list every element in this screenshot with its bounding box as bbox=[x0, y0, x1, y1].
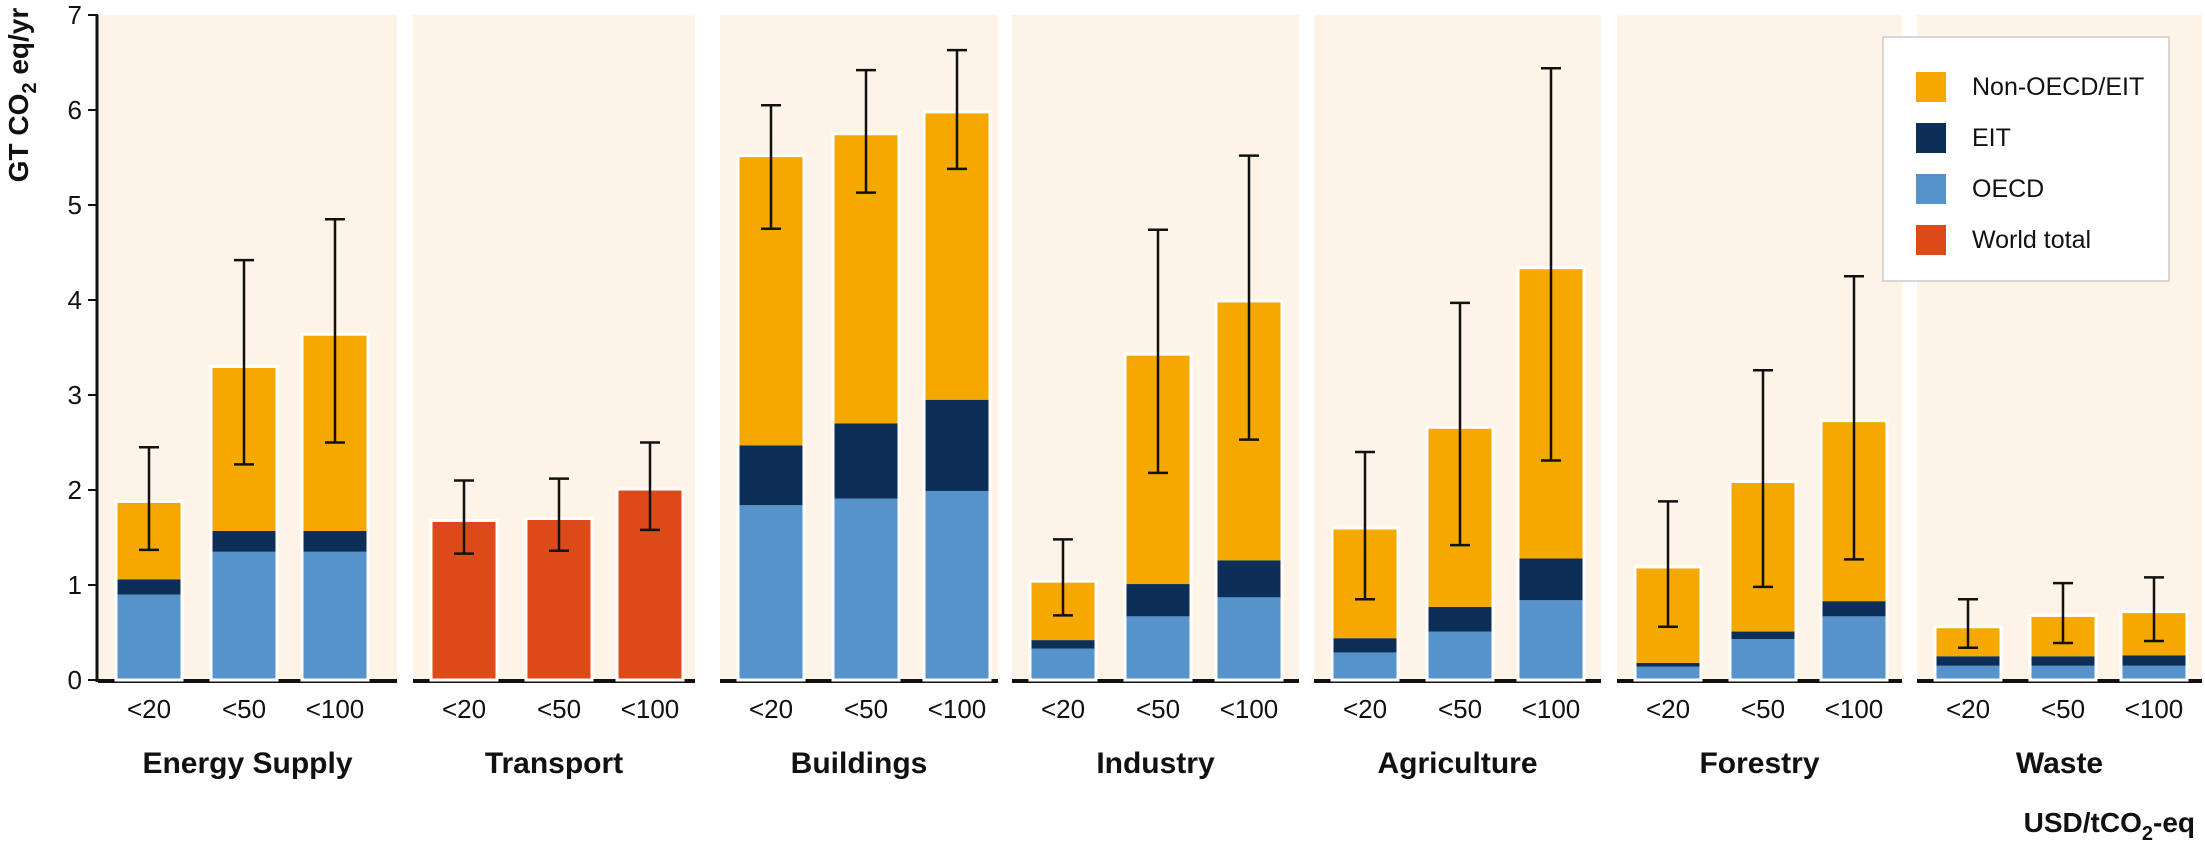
bar-segment-eit bbox=[1635, 662, 1701, 667]
legend-swatch-world bbox=[1916, 225, 1946, 255]
bar-segment-eit bbox=[2121, 655, 2187, 666]
x-tick-label: <50 bbox=[2041, 694, 2085, 724]
x-tick-label: <50 bbox=[537, 694, 581, 724]
x-tick-label: <100 bbox=[306, 694, 365, 724]
legend-swatch-eit bbox=[1916, 123, 1946, 153]
sector-label-energy-supply: Energy Supply bbox=[142, 747, 352, 780]
sector-label-forestry: Forestry bbox=[1699, 747, 1819, 780]
x-tick-label: <50 bbox=[844, 694, 888, 724]
sector-label-agriculture: Agriculture bbox=[1377, 747, 1537, 780]
legend-label-eit: EIT bbox=[1972, 124, 2011, 152]
x-tick-label: <100 bbox=[928, 694, 987, 724]
y-tick-label: 6 bbox=[68, 95, 82, 125]
bar-segment-oecd bbox=[116, 594, 182, 680]
y-tick-label: 0 bbox=[68, 665, 82, 695]
sector-label-waste: Waste bbox=[2016, 747, 2103, 780]
x-tick-label: <20 bbox=[127, 694, 171, 724]
bar-segment-eit bbox=[1730, 631, 1796, 640]
bar-segment-eit bbox=[1935, 656, 2001, 666]
bar-segment-oecd bbox=[924, 490, 990, 680]
y-tick-label: 1 bbox=[68, 570, 82, 600]
bar-segment-oecd bbox=[1125, 616, 1191, 680]
bar-segment-oecd bbox=[1518, 600, 1584, 680]
x-tick-label: <20 bbox=[1646, 694, 1690, 724]
y-tick-label: 7 bbox=[68, 0, 82, 30]
x-tick-label: <20 bbox=[442, 694, 486, 724]
x-tick-label: <100 bbox=[1522, 694, 1581, 724]
bar-segment-oecd bbox=[1730, 639, 1796, 680]
legend-swatch-oecd bbox=[1916, 174, 1946, 204]
legend-label-world: World total bbox=[1972, 226, 2091, 254]
y-tick-label: 4 bbox=[68, 285, 82, 315]
y-tick-label: 3 bbox=[68, 380, 82, 410]
bar-segment-oecd bbox=[1427, 631, 1493, 680]
bar-segment-oecd bbox=[1030, 648, 1096, 680]
bar-segment-eit bbox=[116, 579, 182, 595]
bar-segment-eit bbox=[924, 399, 990, 491]
bar-segment-eit bbox=[1216, 560, 1282, 598]
bar-segment-eit bbox=[1125, 584, 1191, 617]
bar-segment-eit bbox=[302, 530, 368, 552]
bar-segment-oecd bbox=[211, 551, 277, 680]
bar-segment-oecd bbox=[1216, 597, 1282, 680]
y-tick-label: 5 bbox=[68, 190, 82, 220]
x-axis-title: USD/tCO2-eq bbox=[2024, 807, 2195, 845]
bar-segment-oecd bbox=[2030, 665, 2096, 680]
x-tick-label: <100 bbox=[1220, 694, 1279, 724]
bar-segment-eit bbox=[1030, 640, 1096, 649]
bar-segment-oecd bbox=[833, 498, 899, 680]
x-tick-label: <50 bbox=[1438, 694, 1482, 724]
legend-swatch-non_oecd bbox=[1916, 72, 1946, 102]
bar-segment-oecd bbox=[1821, 616, 1887, 680]
legend-label-non_oecd: Non-OECD/EIT bbox=[1972, 73, 2144, 101]
bar-segment-eit bbox=[1821, 601, 1887, 617]
bar-segment-eit bbox=[1518, 558, 1584, 601]
x-tick-label: <20 bbox=[1041, 694, 1085, 724]
y-tick-label: 2 bbox=[68, 475, 82, 505]
bar-segment-eit bbox=[2030, 656, 2096, 666]
y-axis: 0 1 2 3 4 5 6 7 bbox=[68, 0, 99, 695]
x-tick-label: <20 bbox=[1343, 694, 1387, 724]
sector-label-transport: Transport bbox=[485, 747, 623, 780]
x-tick-label: <100 bbox=[621, 694, 680, 724]
x-tick-label: <50 bbox=[1136, 694, 1180, 724]
x-tick-label: <100 bbox=[1825, 694, 1884, 724]
x-tick-label: <100 bbox=[2125, 694, 2184, 724]
bar-segment-oecd bbox=[738, 505, 804, 680]
bar-segment-eit bbox=[738, 445, 804, 506]
bar-segment-oecd bbox=[1332, 652, 1398, 680]
bar-segment-oecd bbox=[302, 551, 368, 680]
bar-segment-oecd bbox=[2121, 665, 2187, 680]
y-axis-title: GT CO2 eq/yr bbox=[3, 8, 41, 183]
x-tick-label: <20 bbox=[749, 694, 793, 724]
sector-label-buildings: Buildings bbox=[791, 747, 928, 780]
sector-label-industry: Industry bbox=[1096, 747, 1215, 780]
bar-segment-eit bbox=[211, 530, 277, 552]
legend-label-oecd: OECD bbox=[1972, 175, 2044, 203]
bar-segment-eit bbox=[833, 423, 899, 499]
legend: Non-OECD/EIT EIT OECD World total bbox=[1882, 36, 2170, 282]
bar-segment-eit bbox=[1427, 606, 1493, 632]
bar-segment-oecd bbox=[1935, 665, 2001, 680]
x-tick-labels: Energy Supply <20 <50 <100 Transport <20 <50 <1… bbox=[127, 694, 2183, 780]
x-tick-label: <20 bbox=[1946, 694, 1990, 724]
bar-segment-eit bbox=[1332, 638, 1398, 653]
x-tick-label: <50 bbox=[222, 694, 266, 724]
bar-segment-oecd bbox=[1635, 666, 1701, 680]
x-tick-label: <50 bbox=[1741, 694, 1785, 724]
bar-marks bbox=[114, 48, 2189, 682]
